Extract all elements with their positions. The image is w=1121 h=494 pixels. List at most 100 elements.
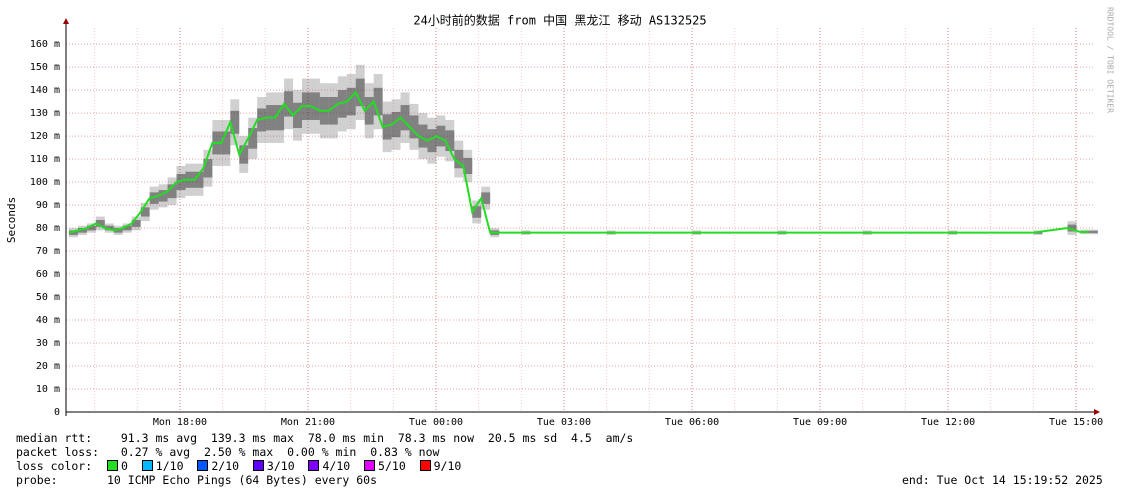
smoke-core	[481, 192, 491, 204]
smoke	[275, 92, 285, 143]
smoke	[176, 165, 186, 199]
smoke	[382, 101, 392, 153]
watermark: RRDTOOL / TOBI OETIKER	[1106, 7, 1115, 113]
smoke	[463, 149, 473, 183]
smoke-core	[409, 115, 419, 139]
footer-text: 78.0 ms min	[307, 431, 385, 445]
smoke	[239, 136, 249, 173]
smoke-core	[104, 225, 114, 231]
smoke-core	[122, 225, 132, 231]
smoke-core	[140, 207, 150, 217]
y-tick-label: 110 m	[30, 154, 60, 165]
smoke-core	[355, 78, 365, 107]
smoke	[418, 113, 428, 160]
smoke-core	[463, 157, 473, 175]
smoke-core	[194, 171, 204, 188]
y-tick-label: 120 m	[30, 131, 60, 142]
smoke-core	[310, 92, 320, 120]
footer-text: 78.3 ms now	[397, 431, 475, 445]
y-axis-label: Seconds	[5, 197, 18, 243]
chart: 24小时前的数据 from 中国 黑龙江 移动 AS132525 Seconds…	[5, 7, 1115, 428]
axis-arrow	[63, 18, 69, 24]
smoke-core	[373, 87, 383, 116]
smoke	[131, 216, 141, 231]
legend-swatch	[141, 460, 153, 471]
x-tick-label: Tue 12:00	[921, 417, 975, 428]
legend-swatch	[308, 460, 320, 471]
smoke	[248, 117, 258, 160]
y-tick-label: 30 m	[36, 338, 60, 349]
smoke-core	[346, 87, 356, 116]
footer-text: 4/10	[322, 459, 351, 473]
smoke-core	[203, 159, 213, 178]
smoke-core	[454, 149, 464, 169]
x-tick-label: Mon 21:00	[281, 417, 335, 428]
legend-swatch	[107, 460, 118, 471]
footer-text: 0.00 % min	[287, 445, 357, 459]
x-tick-label: Tue 06:00	[665, 417, 719, 428]
smoke	[167, 177, 177, 206]
smoke	[346, 73, 356, 130]
footer-text: 0	[121, 459, 128, 473]
smoke	[257, 96, 267, 143]
smoke	[454, 140, 464, 178]
y-tick-label: 140 m	[30, 85, 60, 96]
smoke	[158, 184, 168, 208]
smoke	[203, 149, 213, 187]
smoke	[194, 163, 204, 196]
footer-text: loss color:	[16, 459, 93, 473]
footer-text: 1/10	[155, 459, 184, 473]
footer-text: am/s	[605, 431, 634, 445]
footer-text: 91.3 ms avg	[120, 431, 198, 445]
smoke-core	[275, 105, 285, 131]
smoke	[1088, 229, 1098, 235]
smoke-core	[248, 128, 258, 149]
smoke	[427, 117, 437, 164]
footer-text: 5/10	[378, 459, 406, 473]
smoke	[77, 225, 87, 235]
smoke	[328, 83, 338, 139]
smoke-core	[86, 225, 96, 231]
footer-text: 2/10	[211, 459, 240, 473]
legend-swatch	[364, 460, 376, 471]
legend-swatch	[419, 460, 431, 471]
smoke	[1067, 221, 1077, 235]
smoke-core	[221, 131, 231, 155]
smoke-core	[364, 96, 374, 125]
loss-row: packet loss: 0.27 % avg 2.50 % max 0.00 …	[16, 445, 453, 459]
smoke	[113, 225, 123, 235]
smoke	[104, 223, 114, 233]
smoke-core	[176, 174, 186, 191]
smoke-core	[1088, 230, 1098, 234]
footer-text: median rtt:	[16, 431, 93, 445]
smoke-core	[418, 124, 428, 148]
footer-text: 3/10	[266, 459, 295, 473]
smoke-core	[382, 114, 392, 140]
x-tick-label: Tue 00:00	[409, 417, 463, 428]
end-time: end: Tue Oct 14 15:19:52 2025	[902, 473, 1103, 487]
smoke-core	[284, 91, 294, 117]
smoke-core	[167, 184, 177, 199]
smoke	[436, 115, 446, 157]
smoke	[409, 103, 419, 150]
smoke-core	[95, 220, 105, 227]
footer-text: 0.83 % now	[370, 445, 440, 459]
footer-text: 9/10	[433, 459, 462, 473]
y-tick-label: 60 m	[36, 269, 60, 280]
y-tick-label: 90 m	[36, 200, 60, 211]
smoke-core	[400, 105, 410, 131]
smoke	[337, 76, 347, 132]
smoke-core	[436, 125, 446, 147]
smoke	[86, 223, 96, 233]
smoke-core	[113, 228, 123, 233]
smoke-core	[239, 145, 249, 164]
rtt-row: median rtt: 91.3 ms avg 139.3 ms max 78.…	[16, 431, 647, 445]
smoke	[400, 92, 410, 143]
chart-title: 24小时前的数据 from 中国 黑龙江 移动 AS132525	[413, 13, 706, 28]
smoke-core	[427, 129, 437, 153]
y-tick-label: 0	[54, 407, 60, 418]
smoke-core	[149, 192, 159, 204]
smoke	[391, 99, 401, 150]
smoke-core	[293, 102, 302, 129]
smoke-core	[328, 96, 338, 125]
